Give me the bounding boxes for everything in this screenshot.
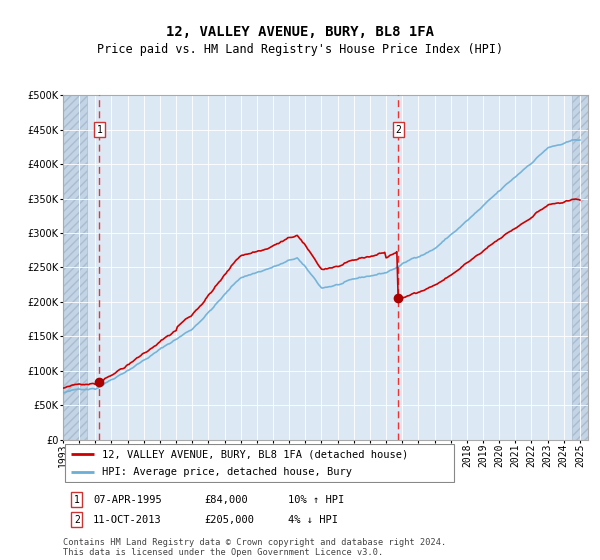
Text: HPI: Average price, detached house, Bury: HPI: Average price, detached house, Bury <box>103 467 352 477</box>
Bar <box>63 95 87 440</box>
Text: Price paid vs. HM Land Registry's House Price Index (HPI): Price paid vs. HM Land Registry's House … <box>97 43 503 56</box>
Text: 11-OCT-2013: 11-OCT-2013 <box>93 515 162 525</box>
Text: 10% ↑ HPI: 10% ↑ HPI <box>288 494 344 505</box>
Text: 07-APR-1995: 07-APR-1995 <box>93 494 162 505</box>
Text: 1: 1 <box>97 125 102 134</box>
Text: 2: 2 <box>74 515 80 525</box>
Text: £205,000: £205,000 <box>204 515 254 525</box>
Text: 1: 1 <box>74 494 80 505</box>
Text: 12, VALLEY AVENUE, BURY, BL8 1FA (detached house): 12, VALLEY AVENUE, BURY, BL8 1FA (detach… <box>103 449 409 459</box>
Text: Contains HM Land Registry data © Crown copyright and database right 2024.
This d: Contains HM Land Registry data © Crown c… <box>63 538 446 557</box>
FancyBboxPatch shape <box>65 444 454 482</box>
Text: 4% ↓ HPI: 4% ↓ HPI <box>288 515 338 525</box>
Text: 2: 2 <box>395 125 401 134</box>
Bar <box>572 95 588 440</box>
Text: 12, VALLEY AVENUE, BURY, BL8 1FA: 12, VALLEY AVENUE, BURY, BL8 1FA <box>166 26 434 39</box>
Text: £84,000: £84,000 <box>204 494 248 505</box>
